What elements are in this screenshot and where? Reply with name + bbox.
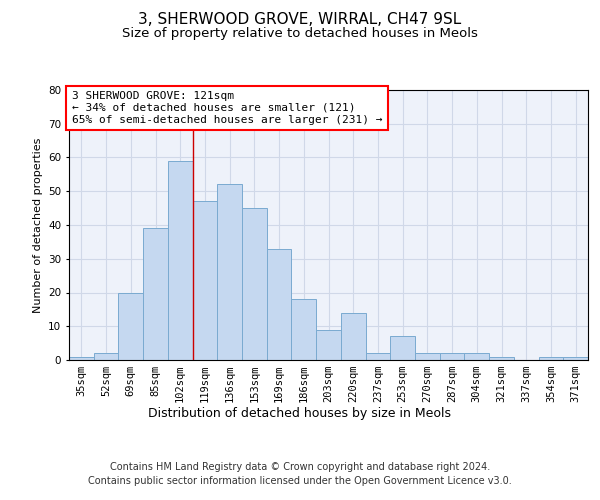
- Text: 3 SHERWOOD GROVE: 121sqm
← 34% of detached houses are smaller (121)
65% of semi-: 3 SHERWOOD GROVE: 121sqm ← 34% of detach…: [71, 92, 382, 124]
- Bar: [341, 313, 365, 360]
- Text: Distribution of detached houses by size in Meols: Distribution of detached houses by size …: [149, 408, 452, 420]
- Bar: [143, 228, 168, 360]
- Text: Contains public sector information licensed under the Open Government Licence v3: Contains public sector information licen…: [88, 476, 512, 486]
- Bar: [440, 353, 464, 360]
- Bar: [267, 248, 292, 360]
- Bar: [464, 353, 489, 360]
- Bar: [292, 299, 316, 360]
- Bar: [390, 336, 415, 360]
- Y-axis label: Number of detached properties: Number of detached properties: [32, 138, 43, 312]
- Text: Size of property relative to detached houses in Meols: Size of property relative to detached ho…: [122, 28, 478, 40]
- Text: 3, SHERWOOD GROVE, WIRRAL, CH47 9SL: 3, SHERWOOD GROVE, WIRRAL, CH47 9SL: [139, 12, 461, 28]
- Bar: [217, 184, 242, 360]
- Bar: [489, 356, 514, 360]
- Bar: [316, 330, 341, 360]
- Bar: [242, 208, 267, 360]
- Bar: [94, 353, 118, 360]
- Bar: [118, 292, 143, 360]
- Bar: [69, 356, 94, 360]
- Bar: [193, 202, 217, 360]
- Bar: [563, 356, 588, 360]
- Bar: [415, 353, 440, 360]
- Text: Contains HM Land Registry data © Crown copyright and database right 2024.: Contains HM Land Registry data © Crown c…: [110, 462, 490, 472]
- Bar: [539, 356, 563, 360]
- Bar: [168, 161, 193, 360]
- Bar: [365, 353, 390, 360]
